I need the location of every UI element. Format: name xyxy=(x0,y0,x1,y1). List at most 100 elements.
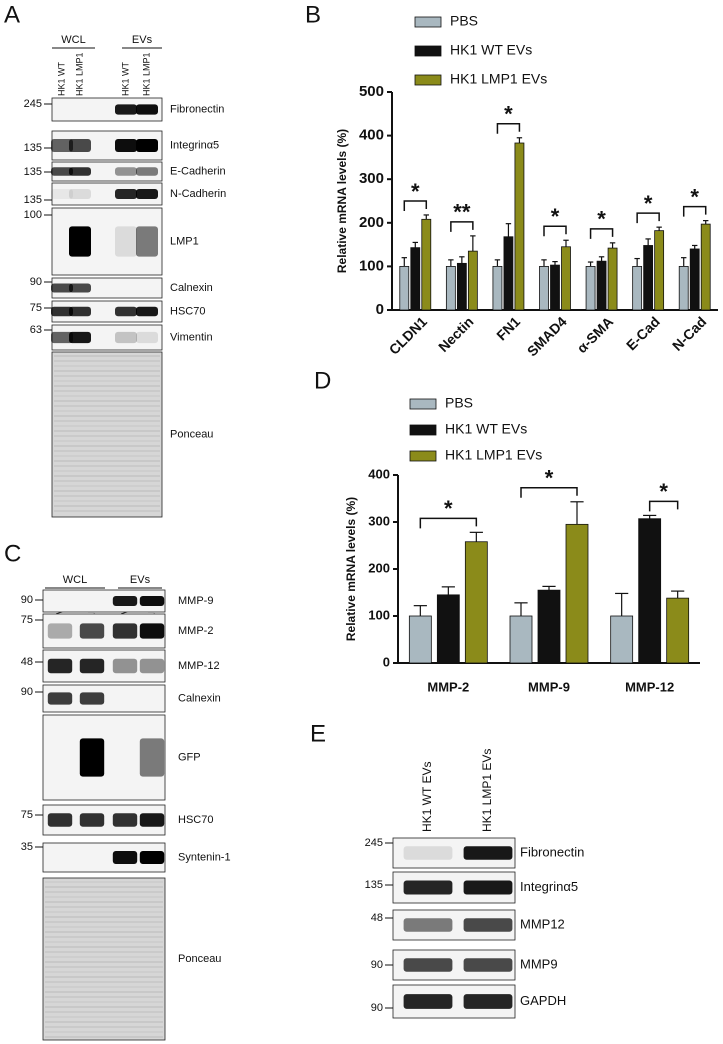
mw-marker: 100 xyxy=(24,209,42,221)
blot-band xyxy=(403,958,453,972)
x-tick-label: N-Cad xyxy=(669,313,709,353)
bar xyxy=(596,260,607,311)
mw-marker: 90 xyxy=(371,1002,383,1014)
significance-bracket xyxy=(648,500,679,512)
blot-band xyxy=(115,189,137,199)
group-label: WCL xyxy=(63,574,87,586)
blot-band xyxy=(79,738,105,777)
row-label: GFP xyxy=(178,751,201,763)
significance-label: * xyxy=(545,466,554,491)
y-tick-label: 200 xyxy=(368,560,390,575)
significance-bracket xyxy=(682,205,707,217)
blot-band xyxy=(112,658,138,674)
row-label: MMP12 xyxy=(520,916,565,931)
x-tick-label: α-SMA xyxy=(574,313,617,356)
blot-band xyxy=(47,813,73,827)
panel-letter: A xyxy=(4,1,20,28)
row-label: MMP-9 xyxy=(178,595,213,607)
bar xyxy=(410,247,421,311)
group-label: EVs xyxy=(130,574,151,586)
legend-swatch xyxy=(414,16,442,28)
significance-label: ** xyxy=(453,200,471,225)
y-tick-label: 100 xyxy=(359,257,384,274)
y-axis-title: Relative mRNA levels (%) xyxy=(335,129,349,273)
mw-marker: 48 xyxy=(371,912,383,924)
blot-band xyxy=(112,813,138,827)
row-label: Integrinα5 xyxy=(520,879,578,894)
y-axis-title: Relative mRNA levels (%) xyxy=(344,497,358,641)
blot-frame xyxy=(51,351,163,518)
bar xyxy=(643,245,654,311)
mw-marker: 135 xyxy=(24,166,42,178)
blot-frame xyxy=(42,877,166,1041)
blot-band xyxy=(112,623,138,639)
row-label: MMP-2 xyxy=(178,625,213,637)
lane-label: HK1 LMP1 xyxy=(141,52,151,96)
significance-bracket xyxy=(636,212,660,224)
legend-label: HK1 LMP1 EVs xyxy=(450,71,547,87)
blot-band xyxy=(136,167,158,176)
lane-label: HK1 LMP1 xyxy=(74,52,84,96)
blot-band xyxy=(51,283,73,293)
row-label: Integrinα5 xyxy=(170,139,219,151)
legend-label: PBS xyxy=(450,13,478,29)
bar xyxy=(678,265,689,311)
mw-marker: 245 xyxy=(365,837,383,849)
legend-swatch xyxy=(414,45,442,57)
row-label: Ponceau xyxy=(178,953,221,965)
legend-label: HK1 WT EVs xyxy=(450,42,532,58)
x-tick-label: E-Cad xyxy=(623,313,663,353)
row-label: Calnexin xyxy=(178,692,221,704)
y-tick-label: 500 xyxy=(359,83,384,100)
blot-band xyxy=(47,692,73,705)
legend-swatch xyxy=(414,74,442,86)
bar xyxy=(638,518,662,664)
bar xyxy=(399,265,410,311)
blot-band xyxy=(463,994,513,1009)
bar xyxy=(654,230,665,311)
mw-marker: 90 xyxy=(21,686,33,698)
blot-band xyxy=(403,846,453,860)
blot-frame xyxy=(51,324,163,351)
row-label: HSC70 xyxy=(178,814,213,826)
mw-marker: 90 xyxy=(371,959,383,971)
row-label: Syntenin-1 xyxy=(178,851,231,863)
blot-band xyxy=(115,331,137,344)
blot-frame xyxy=(392,837,516,869)
blot-band xyxy=(51,331,73,344)
blot-band xyxy=(51,138,73,153)
bar xyxy=(492,265,503,311)
panel-letter: B xyxy=(305,1,321,28)
blot-band xyxy=(136,138,158,153)
blot-band xyxy=(139,850,165,865)
mw-marker: 135 xyxy=(24,194,42,206)
blot-band xyxy=(69,283,91,293)
mw-marker: 35 xyxy=(21,841,33,853)
mw-marker: 75 xyxy=(30,302,42,314)
bar xyxy=(700,223,711,311)
blot-band xyxy=(139,596,165,606)
blot-band xyxy=(463,918,513,932)
bar xyxy=(565,523,589,664)
bar xyxy=(503,236,514,311)
legend-label: PBS xyxy=(445,395,473,411)
mw-marker: 75 xyxy=(21,809,33,821)
mw-marker: 135 xyxy=(24,142,42,154)
row-label: Calnexin xyxy=(170,282,213,294)
blot-band xyxy=(51,306,73,317)
blot-band xyxy=(115,167,137,176)
mw-marker: 245 xyxy=(24,98,42,110)
lane-label: HK1 WT EVs xyxy=(420,762,434,832)
blot-band xyxy=(79,623,105,639)
blot-band xyxy=(115,306,137,317)
significance-label: * xyxy=(659,479,668,504)
blot-band xyxy=(79,692,105,705)
y-tick-label: 400 xyxy=(359,127,384,144)
row-label: E-Cadherin xyxy=(170,165,226,177)
bar xyxy=(632,265,643,311)
blot-band xyxy=(463,880,513,895)
x-tick-label: MMP-9 xyxy=(528,679,570,694)
mw-marker: 135 xyxy=(365,879,383,891)
mw-marker: 90 xyxy=(21,594,33,606)
blot-band xyxy=(112,850,138,865)
